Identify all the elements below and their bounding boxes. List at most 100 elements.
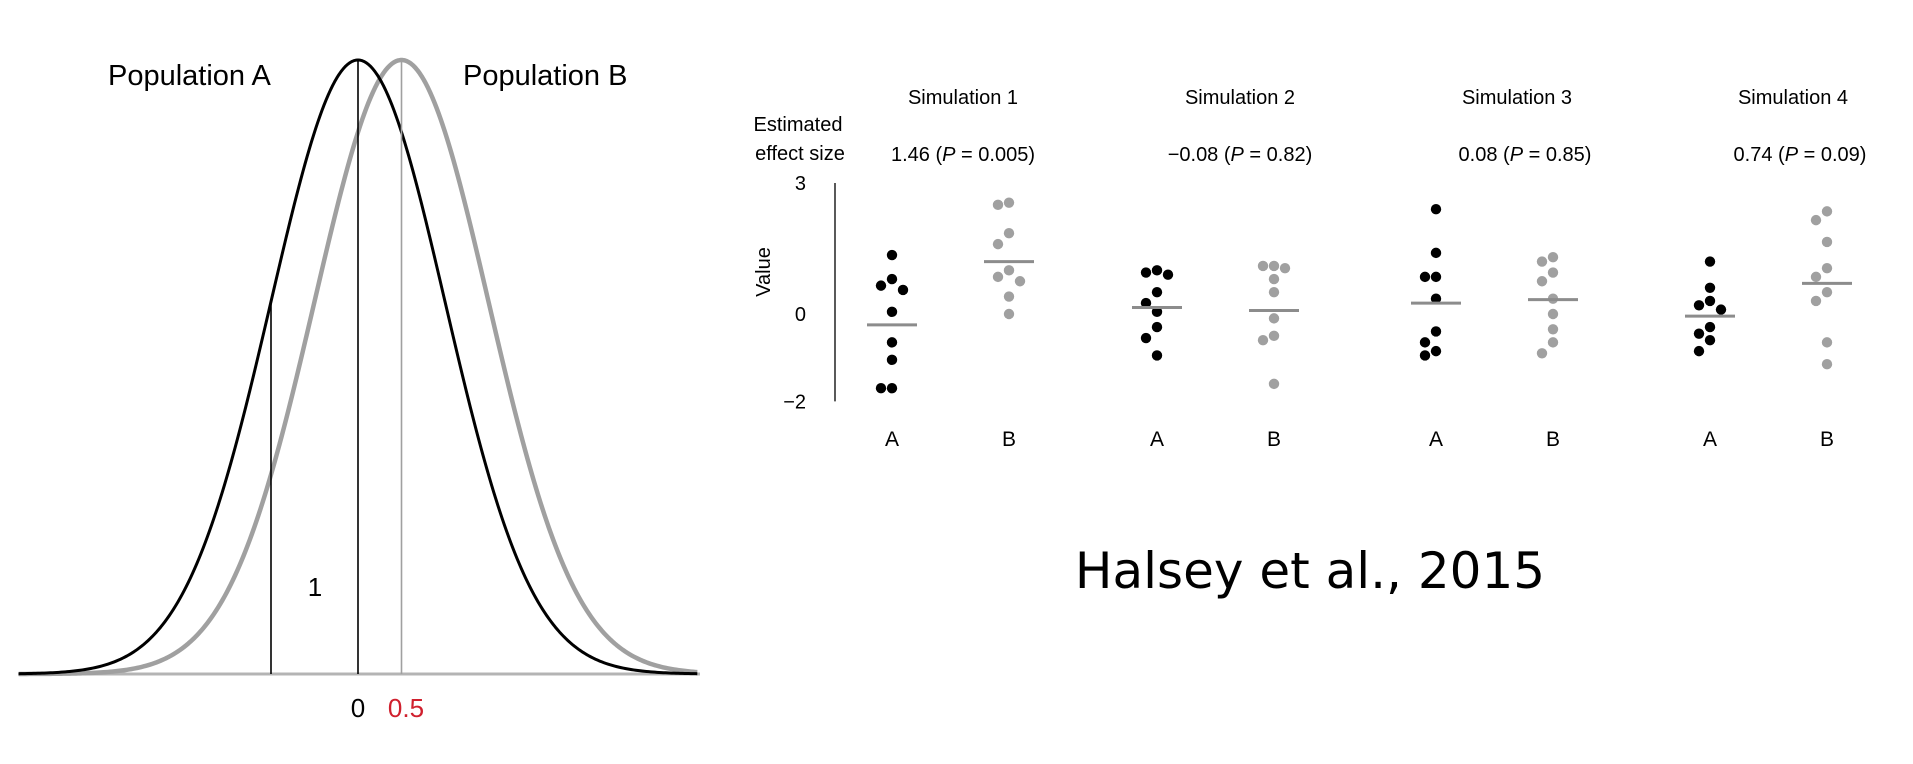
sim-4-group-a-point-5 <box>1715 304 1727 315</box>
sim-4-group-b-point-4 <box>1821 262 1833 274</box>
sim-3-group-b-point-8 <box>1547 337 1559 348</box>
sim-2-group-b-point-2 <box>1257 260 1269 272</box>
sim-1-group-a-point-4 <box>897 284 909 296</box>
legend-population-b: Population B <box>463 60 627 92</box>
sim-4-group-a-point-1 <box>1704 256 1716 267</box>
sim-4-group-a-point-2 <box>1704 282 1716 293</box>
sim-2-group-a-point-7 <box>1151 321 1163 333</box>
sd-label: 1 <box>308 572 322 602</box>
sim-2-group-b-point-6 <box>1268 313 1280 324</box>
sim-4-group-b-point-6 <box>1821 286 1833 298</box>
simulation-2-group-b-label: B <box>1267 428 1281 451</box>
sim-2-group-b-point-8 <box>1257 335 1269 346</box>
sim-1-group-a-point-1 <box>886 249 898 261</box>
simulation-4-effect: 0.74 (P = 0.09) <box>1734 144 1867 166</box>
sim-1-group-b-point-1 <box>1003 197 1015 208</box>
sim-2-group-a-point-6 <box>1151 306 1163 318</box>
sim-4-group-b-point-1 <box>1821 206 1833 217</box>
sim-1-group-b-point-2 <box>992 199 1004 211</box>
sim-4-group-b-point-5 <box>1810 271 1822 283</box>
sim-3-group-a-point-9 <box>1419 350 1431 361</box>
sim-3-group-a-point-5 <box>1430 293 1442 304</box>
sim-1-group-a-point-2 <box>886 273 898 285</box>
sim-4-group-a-point-3 <box>1704 295 1716 307</box>
sim-1-group-a-point-7 <box>886 354 898 366</box>
sim-3-group-a-point-4 <box>1419 271 1431 283</box>
sim-2-group-b-point-5 <box>1268 286 1280 298</box>
tick-zero: 0 <box>351 693 365 723</box>
sim-4-group-a-point-8 <box>1704 335 1716 346</box>
simulation-1-group-a-label: A <box>885 428 899 451</box>
sim-4-group-a-point-4 <box>1693 300 1705 311</box>
y-axis-label: Value <box>753 247 775 297</box>
sim-3-group-a-point-6 <box>1430 326 1442 337</box>
simulation-2-effect: −0.08 (P = 0.82) <box>1168 144 1313 166</box>
sim-2-group-a-point-2 <box>1140 267 1152 278</box>
sim-1-group-b-point-9 <box>1003 308 1015 320</box>
simulation-4-title: Simulation 4 <box>1738 87 1848 109</box>
y-tick-label-3: 3 <box>795 173 806 195</box>
sim-1-group-b-point-5 <box>1003 265 1015 276</box>
credit-text: Halsey et al., 2015 <box>1075 542 1545 600</box>
tick-mean-b: 0.5 <box>388 693 424 723</box>
sim-4-group-b-point-3 <box>1821 236 1833 248</box>
sim-2-group-b-point-4 <box>1268 273 1280 285</box>
sim-3-group-b-point-4 <box>1536 276 1548 287</box>
sim-2-group-a-point-8 <box>1140 332 1152 344</box>
simulation-4-group-b-label: B <box>1820 428 1834 451</box>
sim-1-group-b-point-7 <box>1014 276 1026 287</box>
sim-4-group-b-point-7 <box>1810 295 1822 307</box>
sim-3-group-a-point-8 <box>1430 345 1442 357</box>
sim-1-group-b-point-3 <box>1003 228 1015 239</box>
sim-2-group-b-point-9 <box>1268 378 1280 390</box>
sim-1-group-b-point-8 <box>1003 291 1015 302</box>
simulation-3-effect: 0.08 (P = 0.85) <box>1459 144 1592 166</box>
sim-1-group-b-point-4 <box>992 238 1004 250</box>
row-label-line2: effect size <box>755 143 845 165</box>
sim-3-group-a-point-3 <box>1430 271 1442 283</box>
sim-4-group-a-point-9 <box>1693 345 1705 357</box>
simulation-4-group-a-label: A <box>1703 428 1717 451</box>
simulation-3-group-b-label: B <box>1546 428 1560 451</box>
sim-4-group-b-point-8 <box>1821 337 1833 348</box>
sim-4-group-a-point-7 <box>1693 328 1705 339</box>
sim-1-group-a-point-8 <box>886 383 898 394</box>
sim-2-group-b-point-7 <box>1268 330 1280 342</box>
sim-2-group-a-point-4 <box>1151 286 1163 298</box>
simulation-1-effect: 1.46 (P = 0.005) <box>891 144 1035 166</box>
sim-1-group-a-point-6 <box>886 337 898 348</box>
legend-population-a: Population A <box>108 60 272 92</box>
sim-2-group-a-point-1 <box>1151 265 1163 276</box>
sim-3-group-b-point-1 <box>1547 252 1559 263</box>
y-tick-label-0: 0 <box>795 304 806 326</box>
simulation-panel: Estimated effect size 3 0 −2 Value Simul… <box>753 87 1866 451</box>
sim-3-group-a-point-1 <box>1430 204 1442 215</box>
sim-3-group-b-point-7 <box>1547 324 1559 335</box>
sim-3-group-b-point-2 <box>1536 256 1548 267</box>
simulation-2-group-a-label: A <box>1150 428 1164 451</box>
sim-4-group-b-point-2 <box>1810 214 1822 226</box>
sim-1-group-a-point-3 <box>875 280 887 291</box>
simulation-1-group-b-label: B <box>1002 428 1016 451</box>
sim-1-group-a-point-9 <box>875 383 887 394</box>
dot-layer <box>867 197 1852 394</box>
sim-3-group-a-point-7 <box>1419 337 1431 348</box>
sim-3-group-b-point-3 <box>1547 267 1559 278</box>
simulation-1-title: Simulation 1 <box>908 87 1018 109</box>
row-label-line1: Estimated <box>754 114 843 136</box>
sim-2-group-a-point-5 <box>1140 297 1152 309</box>
sim-2-group-b-point-1 <box>1268 260 1280 272</box>
distribution-panel: Population A Population B 1 0 0.5 <box>18 57 700 723</box>
sim-1-group-a-point-5 <box>886 306 898 318</box>
y-tick-label-minus-2: −2 <box>783 391 806 413</box>
simulation-3-group-a-label: A <box>1429 428 1443 451</box>
sim-4-group-b-point-9 <box>1821 359 1833 370</box>
simulation-3-title: Simulation 3 <box>1462 87 1572 109</box>
sim-2-group-a-point-9 <box>1151 350 1163 361</box>
sim-4-group-a-point-6 <box>1704 321 1716 333</box>
sim-3-group-a-point-2 <box>1430 247 1442 259</box>
sim-3-group-b-point-6 <box>1547 308 1559 320</box>
simulation-2-title: Simulation 2 <box>1185 87 1295 109</box>
